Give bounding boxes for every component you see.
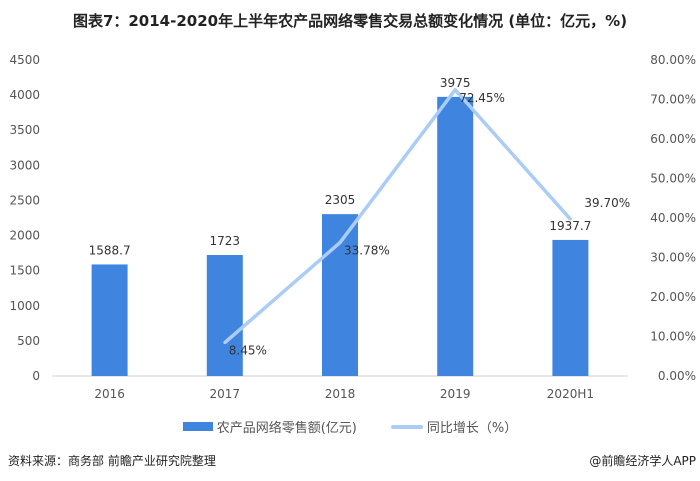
bar-value-label: 2305 xyxy=(325,193,356,207)
bar xyxy=(552,239,589,376)
left-tick-label: 500 xyxy=(17,334,40,348)
bar xyxy=(206,255,243,376)
legend: 农产品网络零售额(亿元) 同比增长（%） xyxy=(0,417,700,436)
left-tick-label: 4500 xyxy=(9,53,40,67)
growth-value-label: 33.78% xyxy=(344,244,390,258)
growth-point xyxy=(223,341,227,345)
x-tick-label: 2019 xyxy=(440,387,471,401)
legend-swatch-line xyxy=(390,424,423,429)
right-tick-label: 10.00% xyxy=(650,330,696,344)
right-tick-label: 60.00% xyxy=(650,132,696,146)
legend-swatch-bar xyxy=(182,422,213,431)
growth-point xyxy=(568,217,572,221)
right-tick-label: 0.00% xyxy=(658,369,696,383)
chart-title: 图表7：2014-2020年上半年农产品网络零售交易总额变化情况 (单位：亿元，… xyxy=(72,12,628,30)
x-tick-label: 2018 xyxy=(325,387,356,401)
left-tick-label: 1000 xyxy=(9,299,40,313)
bar-value-label: 1588.7 xyxy=(89,243,131,257)
left-tick-label: 3500 xyxy=(9,123,40,137)
left-tick-label: 2000 xyxy=(9,229,40,243)
legend-label-line: 同比增长（%） xyxy=(426,421,518,436)
left-tick-label: 1500 xyxy=(9,264,40,278)
growth-line xyxy=(223,88,572,344)
x-tick-label: 2016 xyxy=(94,387,125,401)
left-tick-label: 2500 xyxy=(9,193,40,207)
right-tick-label: 40.00% xyxy=(650,211,696,225)
left-tick-label: 0 xyxy=(32,369,40,383)
growth-value-label: 39.70% xyxy=(584,196,630,210)
growth-value-label: 8.45% xyxy=(229,344,267,358)
right-tick-label: 20.00% xyxy=(650,290,696,304)
right-tick-label: 50.00% xyxy=(650,172,696,186)
chart-svg: 0 500 1000 1500 2000 2500 3000 3500 4000 4500 0.00… xyxy=(9,53,696,401)
bar xyxy=(437,96,474,376)
bar xyxy=(91,264,128,376)
source-note: 资料来源：商务部 前瞻产业研究院整理 xyxy=(8,454,216,468)
growth-value-label: 72.45% xyxy=(459,91,505,105)
bar-value-label: 1937.7 xyxy=(549,219,591,233)
bar-value-label: 3975 xyxy=(440,76,471,90)
x-tick-label: 2017 xyxy=(210,387,241,401)
legend-item-line: 同比增长（%） xyxy=(390,417,518,436)
legend-label-bar: 农产品网络零售额(亿元) xyxy=(216,421,357,436)
legend-item-bar: 农产品网络零售额(亿元) xyxy=(182,417,357,436)
right-tick-label: 80.00% xyxy=(650,53,696,67)
left-tick-label: 4000 xyxy=(9,88,40,102)
bar-value-label: 1723 xyxy=(210,234,241,248)
growth-point xyxy=(338,241,342,245)
right-tick-label: 70.00% xyxy=(650,93,696,107)
left-tick-label: 3000 xyxy=(9,158,40,172)
right-tick-label: 30.00% xyxy=(650,251,696,265)
growth-point xyxy=(453,88,457,92)
x-tick-label: 2020H1 xyxy=(547,387,594,401)
bar xyxy=(322,214,358,376)
credit: @前瞻经济学人APP xyxy=(589,454,696,468)
